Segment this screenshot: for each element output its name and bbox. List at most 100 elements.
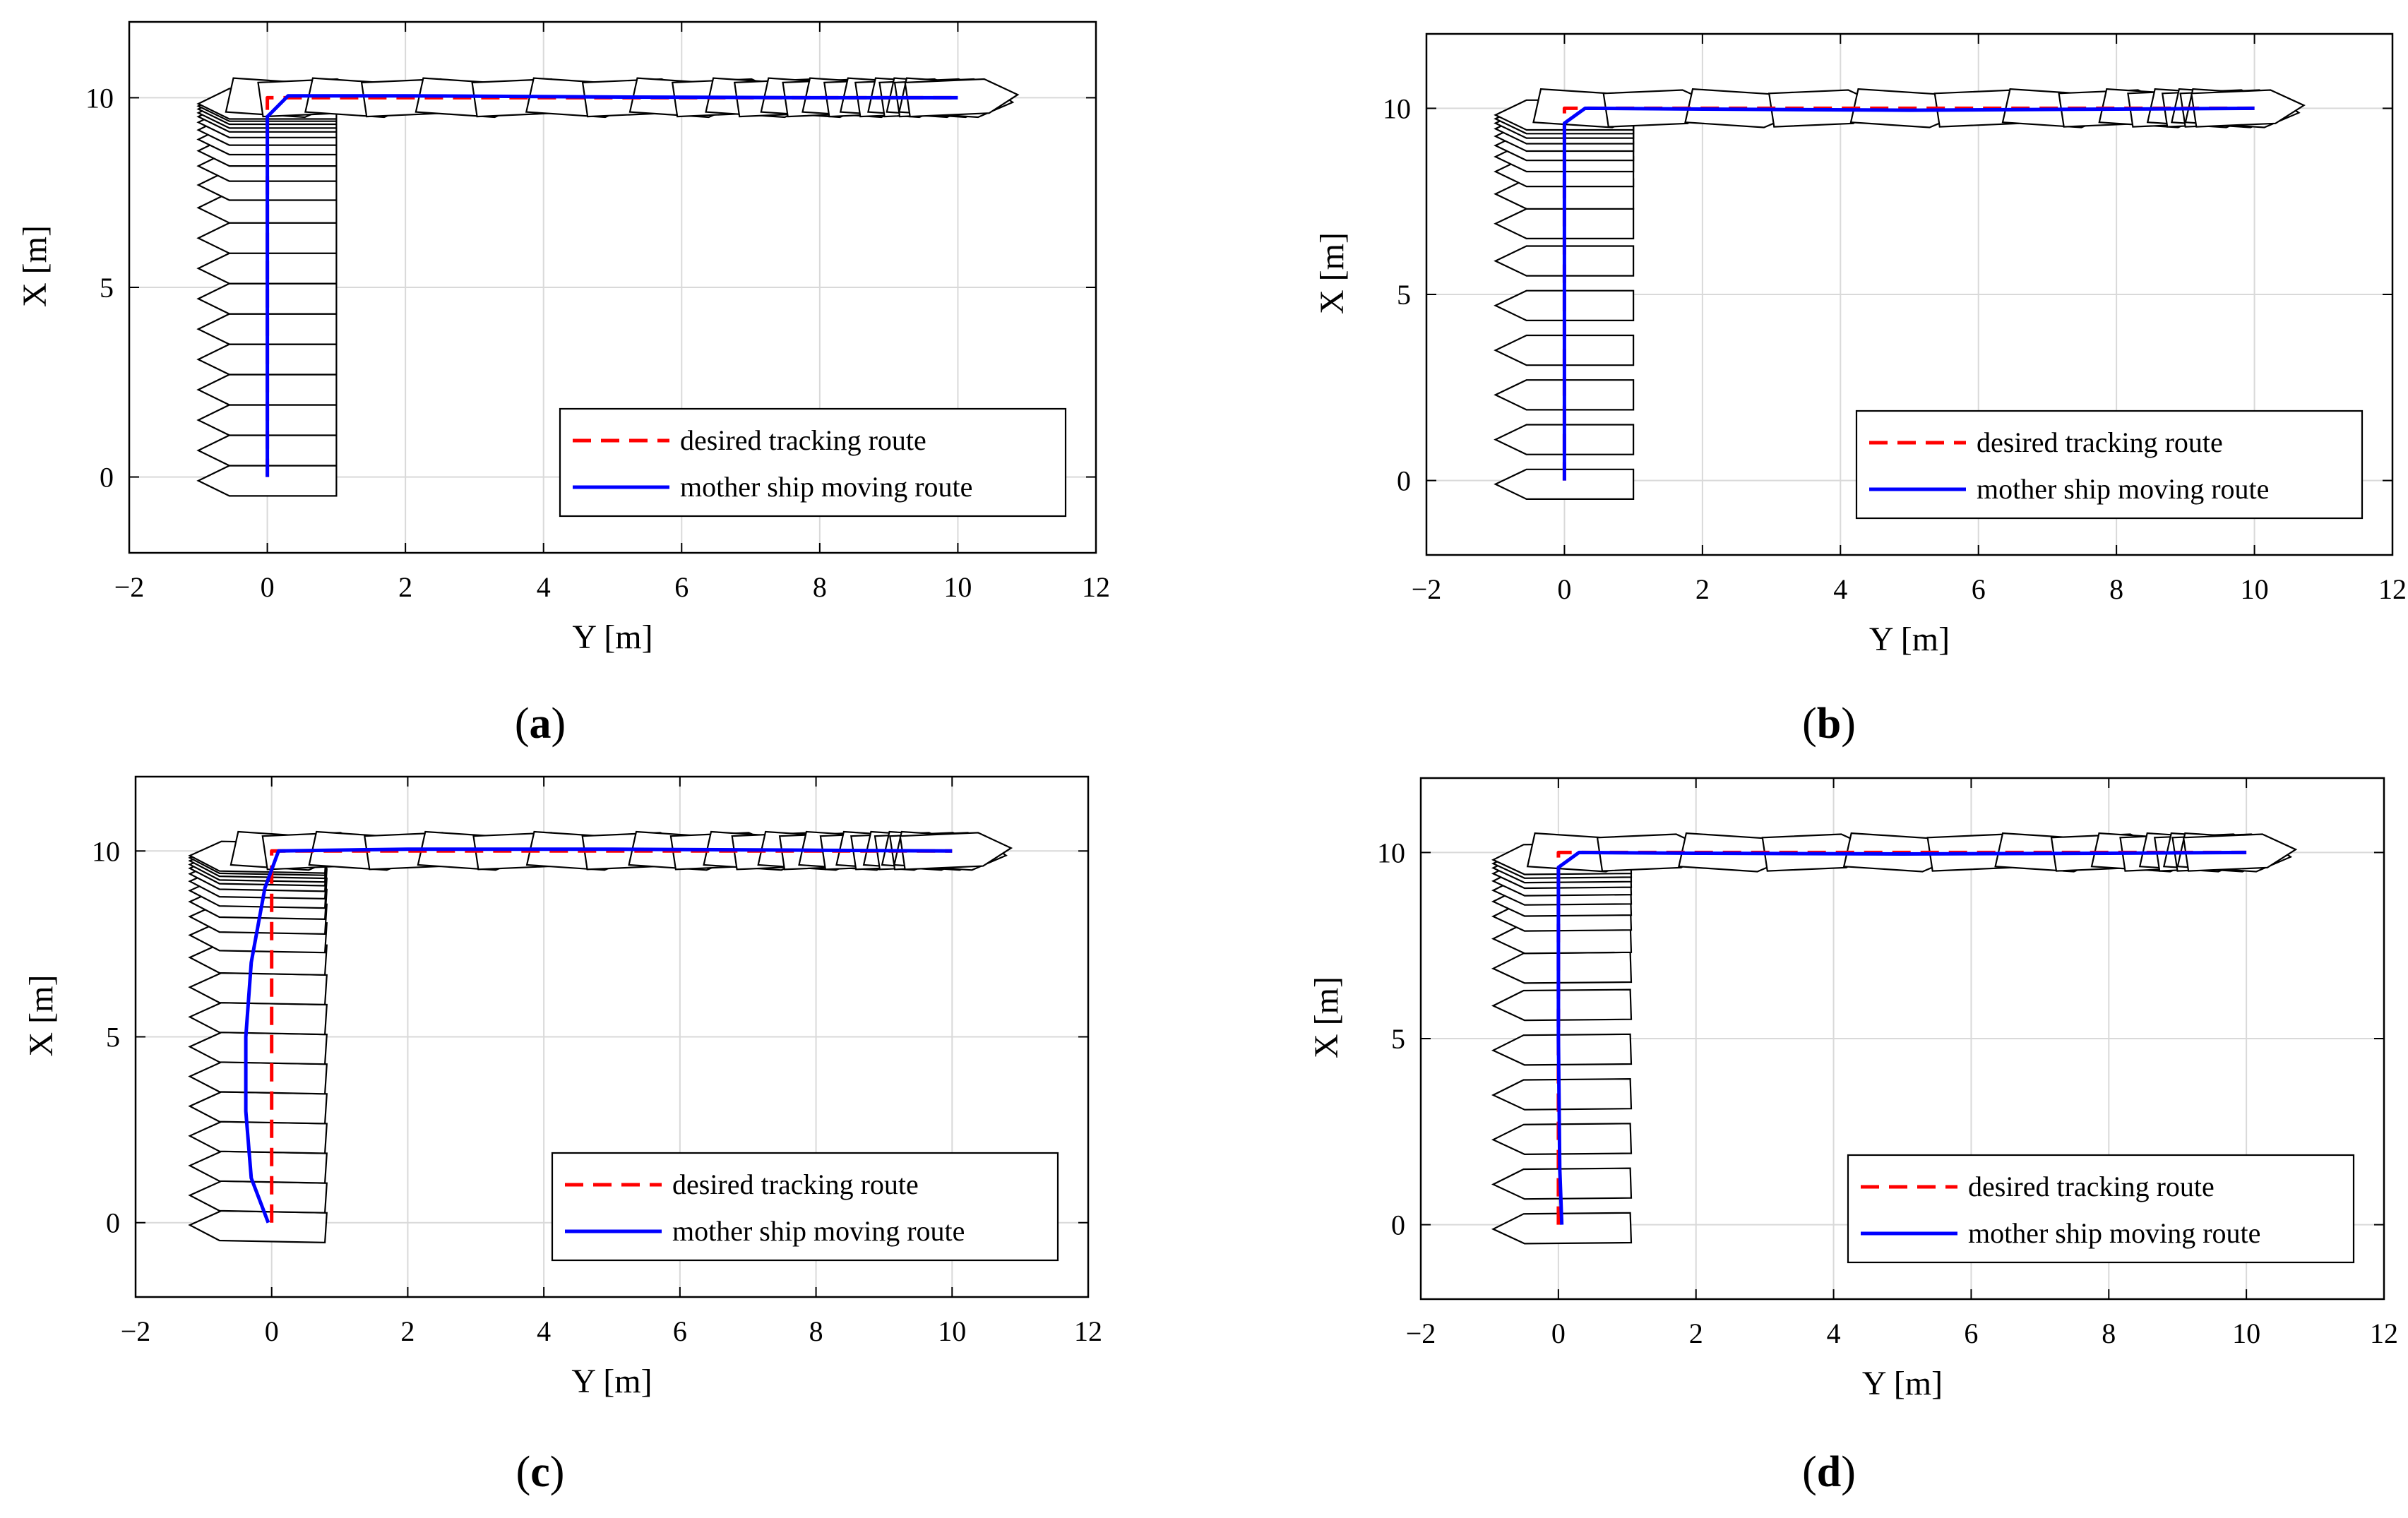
caption-part: b [1817, 700, 1841, 748]
x-tick-label: 10 [2241, 573, 2269, 605]
caption-part: c [530, 1448, 550, 1496]
caption-part: d [1817, 1448, 1841, 1496]
x-axis-label: Y [m] [571, 1363, 652, 1400]
legend-entry-label: desired tracking route [1977, 426, 2223, 458]
ship-outline [1494, 468, 1635, 501]
x-tick-label: 6 [1972, 573, 1986, 605]
x-tick-label: 12 [1082, 571, 1110, 603]
x-tick-label: 10 [2232, 1317, 2260, 1349]
legend-entry-label: desired tracking route [680, 424, 926, 456]
ship-outline [1491, 951, 1633, 984]
chart-panel-a: −2 0 2 4 6 8 10 12 0 5 10 Y [m] X [m] desired trackin… [16, 20, 1110, 748]
series-line-actual [266, 94, 958, 477]
legend-entry-label: mother ship moving route [1977, 473, 2269, 505]
x-axis-label: Y [m] [1862, 1365, 1943, 1402]
x-tick-label: 8 [2109, 573, 2123, 605]
y-tick-label: 0 [1391, 1209, 1405, 1241]
ship-outline [1491, 1077, 1633, 1111]
y-tick-label: 0 [100, 462, 114, 494]
legend-box [1847, 1154, 2355, 1264]
x-tick-label: 4 [537, 571, 551, 603]
ship-outline [1491, 1033, 1633, 1066]
plot-content [1494, 88, 2306, 501]
series-line-actual [244, 847, 953, 1224]
caption-part: ) [1841, 1448, 1856, 1496]
y-tick-label: 5 [106, 1022, 120, 1053]
chart-panel-c: −2 0 2 4 6 8 10 12 0 5 10 Y [m] X [m] desired trackin… [23, 775, 1102, 1496]
x-tick-label: 12 [2378, 573, 2407, 605]
x-tick-label: −2 [1406, 1317, 1436, 1349]
caption-part: ( [1802, 700, 1817, 748]
y-tick-label: 5 [1391, 1023, 1405, 1055]
chart-panel-d: −2 0 2 4 6 8 10 12 0 5 10 Y [m] X [m] desired trackin… [1308, 777, 2398, 1496]
axes-frame [134, 775, 1090, 1298]
plot-content [188, 830, 1013, 1244]
y-axis-label: X [m] [1308, 976, 1345, 1058]
legend-box [1855, 410, 2364, 520]
x-tick-label: 0 [261, 571, 275, 603]
x-tick-label: 4 [1827, 1317, 1841, 1349]
x-tick-label: −2 [1412, 573, 1442, 605]
ship-outline [188, 1209, 328, 1244]
plot-content [1491, 832, 2298, 1245]
y-tick-label: 10 [1383, 92, 1411, 124]
x-tick-label: 2 [1689, 1317, 1703, 1349]
x-tick-label: 8 [2102, 1317, 2116, 1349]
panel-caption: (a) [515, 700, 566, 748]
x-tick-label: −2 [121, 1315, 151, 1347]
y-tick-label: 10 [85, 82, 114, 114]
y-tick-label: 5 [1397, 279, 1411, 311]
ship-outline [188, 1150, 328, 1184]
legend-entry-label: mother ship moving route [1968, 1217, 2260, 1249]
x-tick-label: 12 [2370, 1317, 2398, 1349]
ship-outline [1491, 1123, 1633, 1156]
legend-box [551, 1152, 1059, 1262]
panel-caption: (d) [1802, 1448, 1856, 1496]
legend-entry-label: mother ship moving route [672, 1215, 965, 1247]
x-tick-label: 6 [1964, 1317, 1978, 1349]
x-tick-label: 2 [400, 1315, 415, 1347]
series-line-actual [1556, 850, 2247, 1225]
ship-outline [188, 1001, 328, 1036]
axes-frame [1419, 777, 2385, 1301]
x-tick-label: 8 [813, 571, 827, 603]
ship-outline [1491, 1212, 1633, 1245]
axes-frame [128, 20, 1097, 554]
caption-part: ( [515, 700, 530, 748]
x-tick-label: 2 [1695, 573, 1710, 605]
y-axis-label: X [m] [16, 225, 54, 307]
x-tick-label: 2 [398, 571, 412, 603]
ship-outline [899, 832, 1013, 871]
ship-outline [188, 1091, 328, 1125]
plot-content [196, 77, 1020, 497]
legend-box [559, 407, 1067, 518]
ship-outline [188, 1032, 328, 1065]
x-tick-label: 6 [674, 571, 689, 603]
y-tick-label: 5 [100, 272, 114, 304]
panel-caption: (c) [516, 1448, 565, 1496]
x-tick-label: 4 [537, 1315, 551, 1347]
chart-panel-b: −2 0 2 4 6 8 10 12 0 5 10 Y [m] X [m] desired trackin… [1313, 32, 2407, 748]
x-tick-label: −2 [114, 571, 145, 603]
ship-outline [188, 1061, 328, 1095]
x-axis-label: Y [m] [1869, 621, 1950, 658]
caption-part: a [530, 700, 552, 748]
caption-part: ( [516, 1448, 531, 1496]
caption-part: ) [550, 1448, 565, 1496]
axes-frame [1425, 32, 2394, 556]
x-tick-label: 0 [265, 1315, 279, 1347]
y-tick-label: 10 [92, 835, 120, 867]
x-tick-label: 12 [1074, 1315, 1102, 1347]
x-tick-label: 0 [1557, 573, 1571, 605]
x-axis-label: Y [m] [572, 618, 652, 656]
ship-outline [196, 465, 338, 497]
x-tick-label: 0 [1551, 1317, 1566, 1349]
y-tick-label: 0 [1397, 465, 1411, 497]
x-tick-label: 8 [809, 1315, 823, 1347]
y-tick-label: 0 [106, 1207, 120, 1239]
series-line-actual [1562, 106, 2255, 481]
x-tick-label: 10 [938, 1315, 966, 1347]
caption-part: ( [1802, 1448, 1817, 1496]
